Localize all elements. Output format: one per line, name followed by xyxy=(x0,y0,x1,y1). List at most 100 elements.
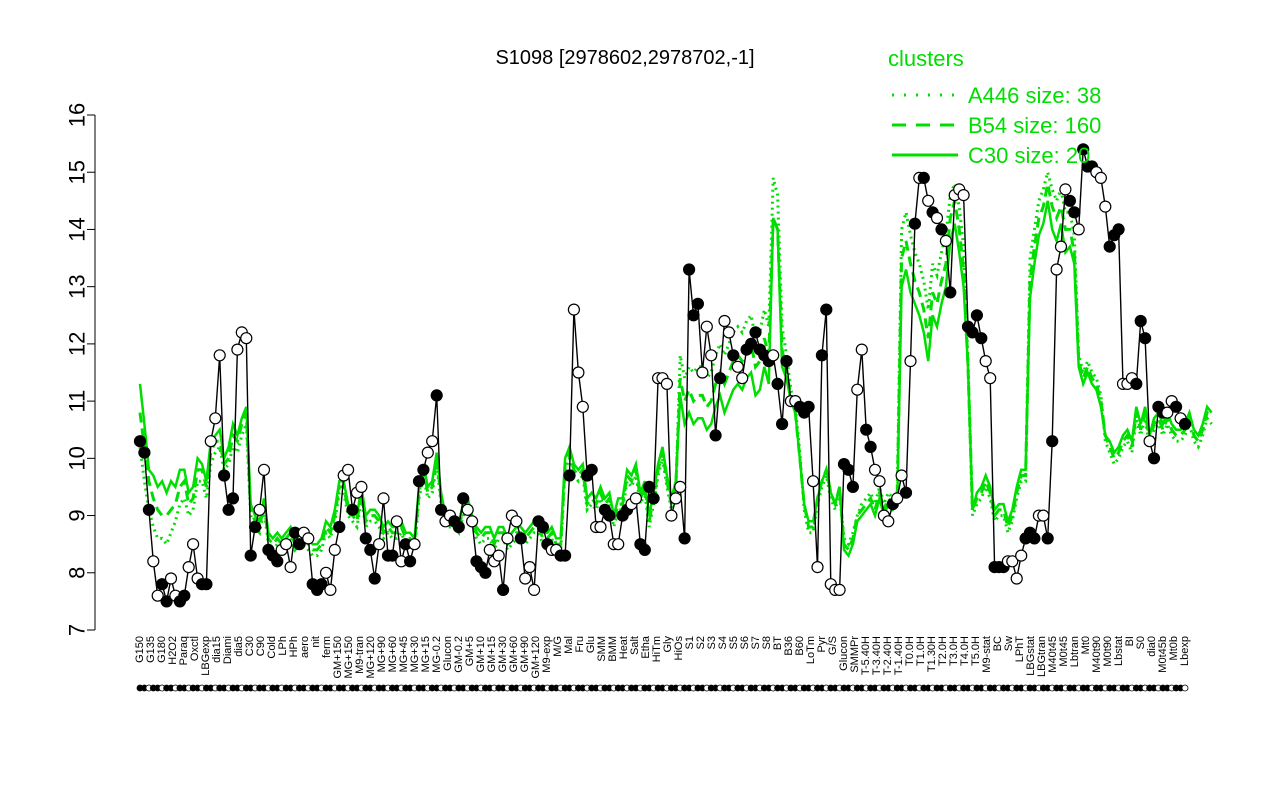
data-point xyxy=(527,583,541,597)
data-point xyxy=(1147,452,1161,465)
data-point xyxy=(412,475,426,488)
x-tick-label: MG+30 xyxy=(409,636,421,672)
y-tick-label: 11 xyxy=(65,390,90,413)
data-point xyxy=(749,326,762,339)
x-tick-label: GM-0.2 xyxy=(453,636,465,673)
x-tick-label: T-2.40H xyxy=(882,636,894,675)
data-point xyxy=(687,309,700,322)
data-point xyxy=(342,463,355,476)
data-point xyxy=(722,326,736,339)
data-point xyxy=(302,532,315,545)
x-tick-label: M9-stat xyxy=(981,636,993,673)
data-point xyxy=(461,503,474,516)
data-point xyxy=(1103,240,1116,253)
x-tick-label: Glu xyxy=(585,636,597,653)
data-point xyxy=(1143,435,1156,448)
data-point xyxy=(572,366,585,379)
data-point xyxy=(536,520,550,534)
data-point xyxy=(253,503,266,516)
x-tick-label: Etha xyxy=(640,635,652,659)
data-point xyxy=(138,446,151,459)
x-tick-label: SMMPr xyxy=(849,636,861,673)
x-tick-label: B60 xyxy=(794,636,806,656)
data-point xyxy=(404,555,417,568)
data-point xyxy=(164,572,178,585)
data-point xyxy=(151,589,164,602)
data-point xyxy=(492,549,505,562)
data-point xyxy=(638,543,651,557)
x-tick-label: MG+120 xyxy=(365,636,377,679)
data-point xyxy=(904,355,917,368)
data-point xyxy=(417,463,430,476)
data-point xyxy=(1063,194,1077,207)
x-tick-label: Lbtran xyxy=(1069,636,1081,667)
x-tick-label: S7 xyxy=(750,636,762,649)
x-tick-label: BI xyxy=(1124,636,1136,646)
data-point xyxy=(497,583,510,597)
x-tick-label: dia0 xyxy=(1146,636,1158,657)
x-tick-label: M/G xyxy=(552,636,564,657)
data-point xyxy=(705,349,718,362)
x-tick-label: S3 xyxy=(706,636,718,649)
data-point xyxy=(922,194,935,207)
series-line-dashed xyxy=(138,183,1213,553)
data-point xyxy=(563,469,576,482)
data-point xyxy=(665,509,678,522)
data-point xyxy=(1037,509,1050,522)
x-tick-label: S6 xyxy=(739,636,751,649)
data-point xyxy=(333,520,346,534)
data-point xyxy=(435,503,448,516)
data-point xyxy=(851,383,864,396)
data-point xyxy=(377,492,390,505)
x-tick-label: Sw xyxy=(1003,636,1015,651)
data-point xyxy=(293,538,306,551)
x-tick-label: MG+150 xyxy=(343,636,355,679)
x-tick-label: C30 xyxy=(244,636,256,656)
x-tick-label: G180 xyxy=(156,636,168,663)
data-point xyxy=(240,332,253,345)
data-point xyxy=(1112,223,1125,236)
data-point xyxy=(390,515,403,528)
data-point xyxy=(257,463,271,476)
data-point xyxy=(984,372,997,385)
x-tick-label: dia5 xyxy=(233,636,245,657)
x-tick-label: T-3.40H xyxy=(871,636,883,675)
data-point xyxy=(249,520,262,534)
data-point xyxy=(1010,572,1023,585)
data-point xyxy=(222,503,235,516)
data-point xyxy=(426,435,439,448)
x-tick-label: Paraq xyxy=(178,636,190,665)
x-tick-label: GM+30 xyxy=(497,636,509,672)
data-point xyxy=(1054,240,1068,253)
x-tick-label: MG+90 xyxy=(376,636,388,672)
x-tick-label: S5 xyxy=(728,636,740,649)
data-point xyxy=(612,538,625,551)
data-point xyxy=(802,400,815,413)
x-tick-label: T0.0H xyxy=(904,636,916,666)
x-tick-label: LBGtran xyxy=(1036,636,1048,677)
x-tick-label: GM+15 xyxy=(486,636,498,672)
x-tick-label: T3.0H xyxy=(948,636,960,666)
x-tick-label: M40t90 xyxy=(1091,636,1103,673)
data-point xyxy=(868,463,882,476)
data-point xyxy=(355,480,368,493)
data-point xyxy=(231,343,244,356)
data-point xyxy=(674,480,687,493)
data-point xyxy=(718,314,731,328)
data-point xyxy=(514,532,527,545)
data-point xyxy=(678,532,691,545)
data-point xyxy=(368,572,381,585)
y-tick-label: 15 xyxy=(65,160,90,184)
x-tick-label: Cold xyxy=(266,636,278,659)
x-tick-label: GM+150 xyxy=(332,636,344,679)
data-point xyxy=(204,435,217,448)
data-point xyxy=(1050,263,1063,276)
x-tick-label: HiOs xyxy=(673,636,685,661)
data-point xyxy=(908,217,922,230)
x-tick-label: G135 xyxy=(145,636,157,663)
data-point xyxy=(691,297,705,310)
data-point xyxy=(315,578,328,591)
data-point xyxy=(966,326,979,339)
data-point xyxy=(359,532,372,545)
data-point xyxy=(855,343,868,356)
